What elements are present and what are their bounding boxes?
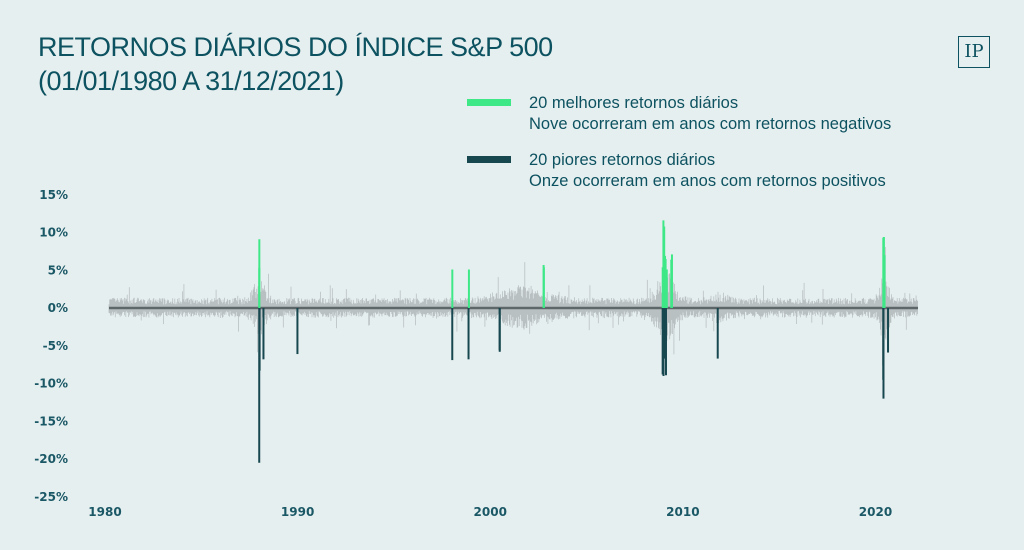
noise-bars: [108, 247, 918, 366]
legend-note-worst: Onze ocorreram em anos com retornos posi…: [529, 172, 886, 190]
y-tick-label: -25%: [34, 490, 68, 504]
legend-note-best: Nove ocorreram em anos com retornos nega…: [529, 115, 892, 133]
y-tick-label: 10%: [39, 226, 68, 240]
x-tick-label: 2000: [474, 505, 507, 519]
highlighted-returns: [258, 220, 890, 463]
y-tick-label: 5%: [48, 263, 68, 277]
y-tick-label: 15%: [39, 188, 68, 202]
y-axis-ticks: 15% 10% 5% 0% -5% -10% -15% -20% -25%: [34, 188, 68, 504]
legend-swatch-worst: [467, 156, 511, 163]
y-tick-label: -10%: [34, 377, 68, 391]
x-tick-label: 1980: [88, 505, 121, 519]
x-tick-label: 2010: [666, 505, 699, 519]
chart-subtitle: (01/01/1980 A 31/12/2021): [38, 66, 344, 96]
legend-label-best: 20 melhores retornos diários: [529, 94, 739, 112]
y-tick-label: -20%: [34, 452, 68, 466]
legend-label-worst: 20 piores retornos diários: [529, 151, 716, 169]
x-tick-label: 1990: [281, 505, 314, 519]
daily-returns-noise: [108, 247, 918, 366]
y-tick-label: -15%: [34, 414, 68, 428]
y-tick-label: 0%: [48, 301, 68, 315]
x-axis-ticks: 1980 1990 2000 2010 2020: [88, 505, 892, 519]
legend-best: 20 melhores retornos diários Nove ocorre…: [467, 93, 891, 135]
ip-logo: IP: [958, 36, 990, 68]
y-tick-label: -5%: [43, 339, 68, 353]
legend-worst: 20 piores retornos diários Onze ocorrera…: [467, 150, 886, 192]
x-tick-label: 2020: [859, 505, 892, 519]
chart-title: RETORNOS DIÁRIOS DO ÍNDICE S&P 500: [38, 32, 553, 62]
legend-swatch-best: [467, 99, 511, 106]
